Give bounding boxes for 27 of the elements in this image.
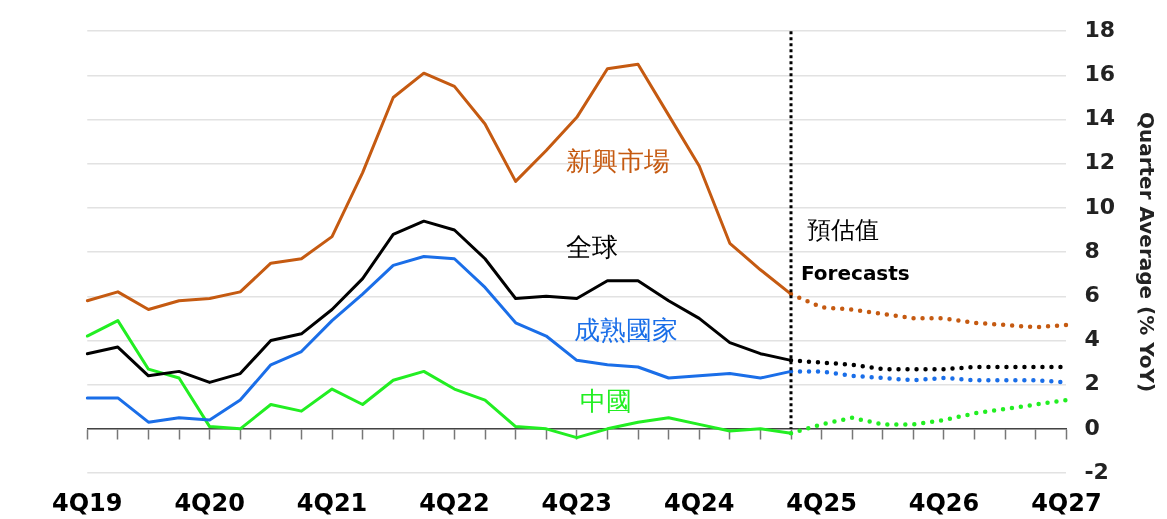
- y-tick-label: 12: [1084, 149, 1116, 175]
- y-tick-label: 4: [1084, 326, 1100, 352]
- annotation: Forecasts: [801, 261, 910, 286]
- y-axis-title: Quarter Average (% YoY): [1134, 111, 1159, 393]
- text: 預估值: [807, 216, 879, 245]
- y-tick-label: 18: [1084, 16, 1116, 42]
- x-tick-label: 4Q27: [1031, 489, 1102, 518]
- series-label: 中國: [579, 385, 632, 416]
- x-tick-label: 4Q26: [908, 489, 980, 518]
- x-tick-label: 4Q23: [541, 489, 613, 518]
- y-tick-label: 6: [1084, 282, 1100, 307]
- y-tick-label: 16: [1084, 61, 1116, 87]
- x-tick-label: 4Q22: [419, 489, 490, 518]
- series-label: 新興市場: [566, 146, 671, 177]
- y-tick-label: 8: [1084, 237, 1100, 263]
- y-tick-label: 0: [1084, 414, 1100, 440]
- series-label: 成熟國家: [573, 315, 678, 346]
- y-tick-label: 14: [1084, 105, 1116, 131]
- y-tick-label: 10: [1084, 193, 1116, 219]
- x-tick-label: 4Q20: [174, 489, 245, 518]
- series-label: 全球: [566, 231, 619, 262]
- y-tick-label: 2: [1084, 370, 1100, 396]
- x-tick-label: 4Q25: [786, 489, 857, 518]
- x-tick-label: 4Q19: [52, 489, 123, 518]
- x-tick-label: 4Q24: [663, 489, 735, 518]
- x-tick-label: 4Q21: [296, 489, 368, 518]
- y-tick-label: -2: [1084, 458, 1109, 484]
